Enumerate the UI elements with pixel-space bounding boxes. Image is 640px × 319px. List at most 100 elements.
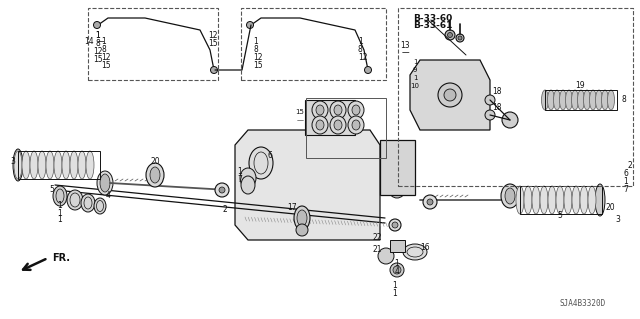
Ellipse shape xyxy=(70,151,78,179)
Ellipse shape xyxy=(97,171,113,195)
Circle shape xyxy=(502,112,518,128)
Bar xyxy=(306,98,386,158)
Ellipse shape xyxy=(607,90,614,110)
Circle shape xyxy=(485,95,495,105)
Ellipse shape xyxy=(316,105,324,115)
Ellipse shape xyxy=(330,116,346,134)
Ellipse shape xyxy=(334,105,342,115)
Text: 16: 16 xyxy=(420,243,430,253)
Text: 8: 8 xyxy=(95,39,100,48)
Circle shape xyxy=(93,21,100,28)
Text: 3: 3 xyxy=(11,158,15,167)
Ellipse shape xyxy=(316,120,324,130)
Text: 5: 5 xyxy=(49,186,54,195)
Circle shape xyxy=(389,167,405,183)
Text: 15: 15 xyxy=(93,55,103,63)
Ellipse shape xyxy=(22,151,30,179)
Ellipse shape xyxy=(241,176,255,194)
Circle shape xyxy=(423,195,437,209)
Circle shape xyxy=(390,263,404,277)
Ellipse shape xyxy=(580,186,588,214)
Text: 1: 1 xyxy=(95,31,100,40)
Ellipse shape xyxy=(541,90,548,110)
Ellipse shape xyxy=(516,186,524,214)
Circle shape xyxy=(219,187,225,193)
Text: 3: 3 xyxy=(616,216,620,225)
Text: 8: 8 xyxy=(358,46,363,55)
Text: 11: 11 xyxy=(333,117,342,123)
Ellipse shape xyxy=(378,248,394,264)
Text: 1: 1 xyxy=(413,75,417,81)
Ellipse shape xyxy=(352,105,360,115)
Ellipse shape xyxy=(334,120,342,130)
Circle shape xyxy=(392,222,398,228)
Circle shape xyxy=(215,183,229,197)
Ellipse shape xyxy=(501,184,519,208)
Text: 11: 11 xyxy=(333,102,342,108)
Text: 10: 10 xyxy=(410,83,419,89)
Text: 1: 1 xyxy=(392,288,397,298)
Text: 18: 18 xyxy=(492,87,502,97)
Text: 12: 12 xyxy=(253,54,262,63)
Text: 4: 4 xyxy=(106,191,111,201)
Ellipse shape xyxy=(86,151,94,179)
Ellipse shape xyxy=(249,147,273,179)
Text: 19: 19 xyxy=(575,80,585,90)
Text: 8: 8 xyxy=(101,46,106,55)
Ellipse shape xyxy=(146,163,164,187)
Text: 21: 21 xyxy=(372,246,381,255)
Text: 1: 1 xyxy=(253,38,258,47)
Text: 17: 17 xyxy=(287,203,297,211)
Bar xyxy=(241,8,386,80)
Ellipse shape xyxy=(330,101,346,119)
Text: 8: 8 xyxy=(621,95,627,105)
Text: 11: 11 xyxy=(314,117,323,123)
Bar xyxy=(545,90,617,110)
Text: 20: 20 xyxy=(150,158,160,167)
Ellipse shape xyxy=(100,174,110,192)
Ellipse shape xyxy=(556,186,564,214)
Text: 6: 6 xyxy=(268,151,273,160)
Text: 22: 22 xyxy=(372,233,381,241)
Text: 15: 15 xyxy=(351,117,360,123)
Ellipse shape xyxy=(296,224,308,236)
Ellipse shape xyxy=(352,120,360,130)
Ellipse shape xyxy=(559,90,566,110)
Text: 6: 6 xyxy=(623,168,628,177)
Polygon shape xyxy=(235,130,380,240)
Bar xyxy=(520,186,602,214)
Circle shape xyxy=(389,219,401,231)
Text: —: — xyxy=(296,117,303,123)
Text: 20: 20 xyxy=(605,204,615,212)
Text: 1: 1 xyxy=(58,216,62,225)
Text: 11: 11 xyxy=(314,102,323,108)
Ellipse shape xyxy=(572,90,579,110)
Ellipse shape xyxy=(30,151,38,179)
Circle shape xyxy=(427,199,433,205)
Ellipse shape xyxy=(588,186,596,214)
Circle shape xyxy=(447,33,452,38)
Text: 1: 1 xyxy=(623,176,628,186)
Text: 1: 1 xyxy=(413,59,417,65)
Text: 8: 8 xyxy=(253,46,258,55)
Text: 7: 7 xyxy=(237,175,243,184)
Text: 5: 5 xyxy=(557,211,563,219)
Ellipse shape xyxy=(348,101,364,119)
Text: 12: 12 xyxy=(93,47,103,56)
Text: 4: 4 xyxy=(395,268,399,277)
Ellipse shape xyxy=(595,90,602,110)
Ellipse shape xyxy=(78,151,86,179)
Ellipse shape xyxy=(566,90,573,110)
Text: —: — xyxy=(401,48,409,57)
Ellipse shape xyxy=(348,116,364,134)
Text: SJA4B3320D: SJA4B3320D xyxy=(560,299,606,308)
Text: 1: 1 xyxy=(58,202,62,211)
Bar xyxy=(398,8,633,186)
Bar xyxy=(380,140,415,195)
Circle shape xyxy=(246,21,253,28)
Circle shape xyxy=(485,110,495,120)
Ellipse shape xyxy=(554,90,561,110)
Text: 1: 1 xyxy=(392,280,397,290)
Ellipse shape xyxy=(38,151,46,179)
Ellipse shape xyxy=(46,151,54,179)
